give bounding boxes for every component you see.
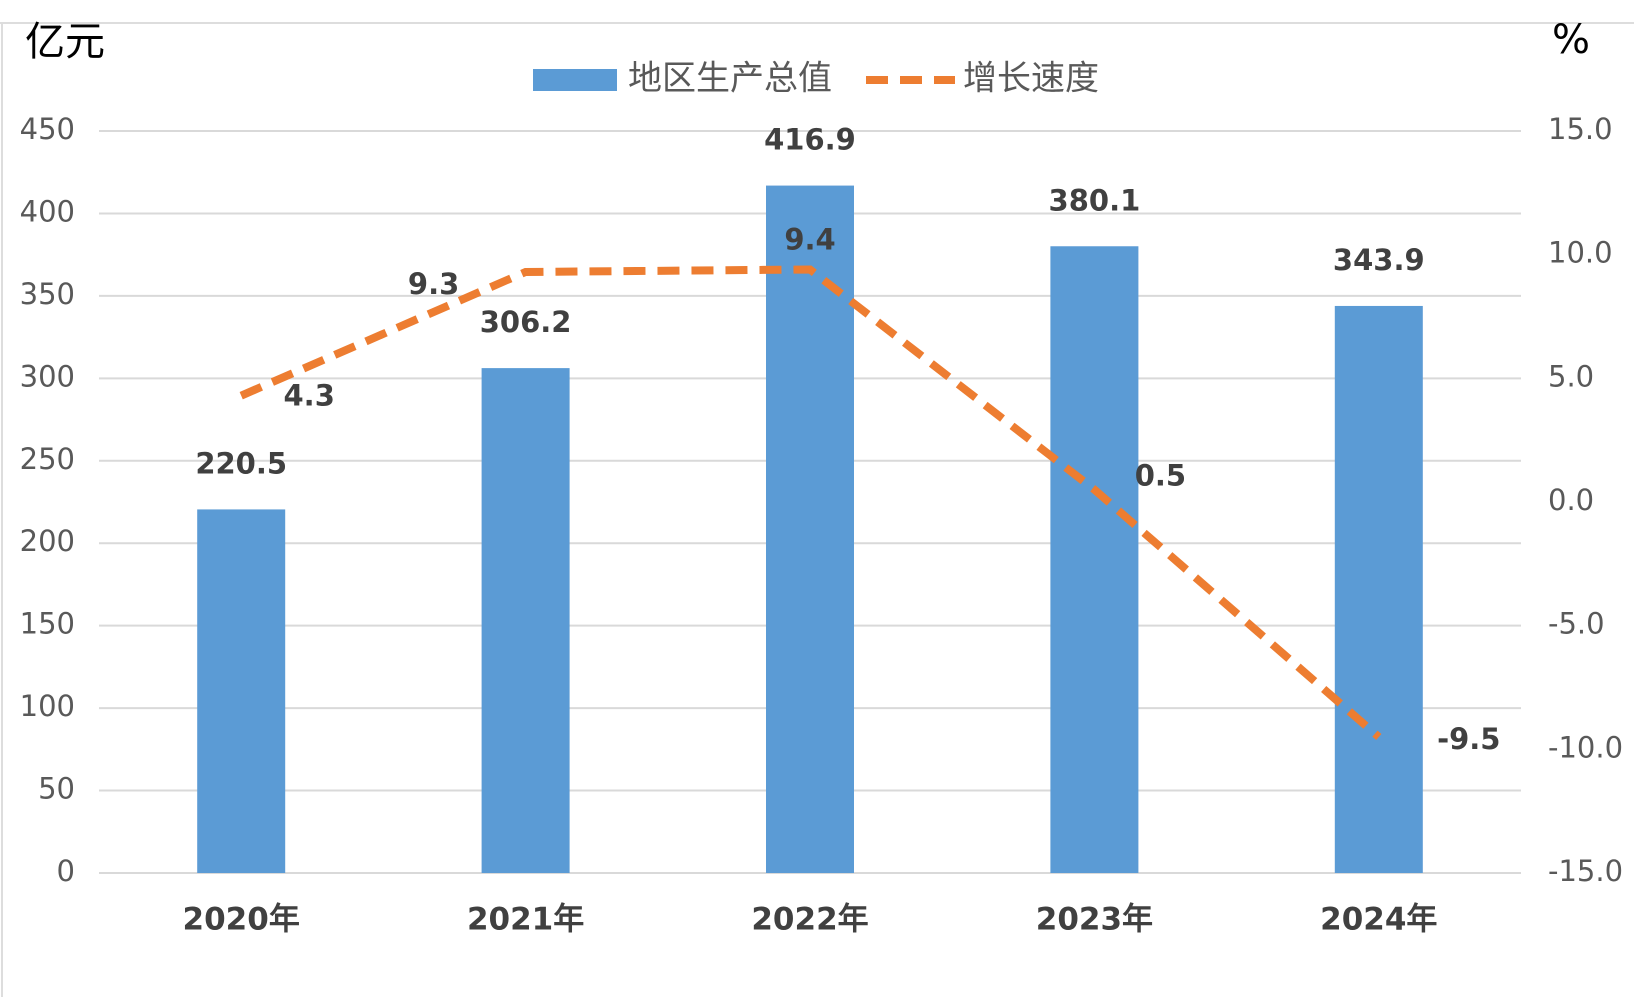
bar <box>1334 305 1423 873</box>
y2-tick-label: -15.0 <box>1548 854 1623 888</box>
x-tick-label: 2023年 <box>1036 902 1153 938</box>
x-tick-label: 2022年 <box>751 902 868 938</box>
x-tick-label: 2021年 <box>467 902 584 938</box>
y2-tick-label: -5.0 <box>1548 607 1605 641</box>
line <box>239 265 1382 740</box>
y-tick-label: 250 <box>20 442 75 476</box>
bar-value-label: 380.1 <box>1049 183 1141 217</box>
line-value-label: -9.5 <box>1437 722 1500 756</box>
y-tick-label: 150 <box>20 607 75 641</box>
bar <box>1050 246 1139 874</box>
bar-value-label: 343.9 <box>1333 243 1425 277</box>
legend-label: 地区生产总值 <box>628 59 832 99</box>
legend-swatch <box>533 69 617 91</box>
bar-value-label: 220.5 <box>195 446 287 480</box>
legend-label: 增长速度 <box>963 59 1099 99</box>
y2-tick-label: 0.0 <box>1548 483 1594 517</box>
line-value-label: 9.3 <box>408 267 459 301</box>
x-tick-label: 2020年 <box>183 902 300 938</box>
y2-tick-label: 5.0 <box>1548 359 1594 393</box>
y-tick-label: 300 <box>20 359 75 393</box>
y-tick-label: 50 <box>38 772 75 806</box>
bar-value-label: 416.9 <box>764 123 856 157</box>
x-tick-label: 2024年 <box>1320 902 1437 938</box>
y-tick-label: 350 <box>20 277 75 311</box>
y-tick-label: 400 <box>20 194 75 228</box>
y-axis-unit: 亿元 <box>25 19 105 65</box>
y2-tick-label: 10.0 <box>1548 236 1613 270</box>
bar <box>766 185 854 873</box>
y-tick-label: 450 <box>20 112 75 146</box>
bar <box>197 509 286 873</box>
line-value-label: 9.4 <box>784 223 835 257</box>
y-tick-label: 0 <box>57 854 75 888</box>
y2-tick-label: -10.0 <box>1548 730 1623 764</box>
y-tick-label: 100 <box>20 689 75 723</box>
bar <box>481 368 570 873</box>
line-value-label: 0.5 <box>1135 459 1186 493</box>
y2-tick-label: 15.0 <box>1548 112 1613 146</box>
y-tick-label: 200 <box>20 524 75 558</box>
bar-value-label: 306.2 <box>480 305 572 339</box>
line-value-label: 4.3 <box>284 379 335 413</box>
y2-axis-unit: % <box>1552 17 1590 63</box>
